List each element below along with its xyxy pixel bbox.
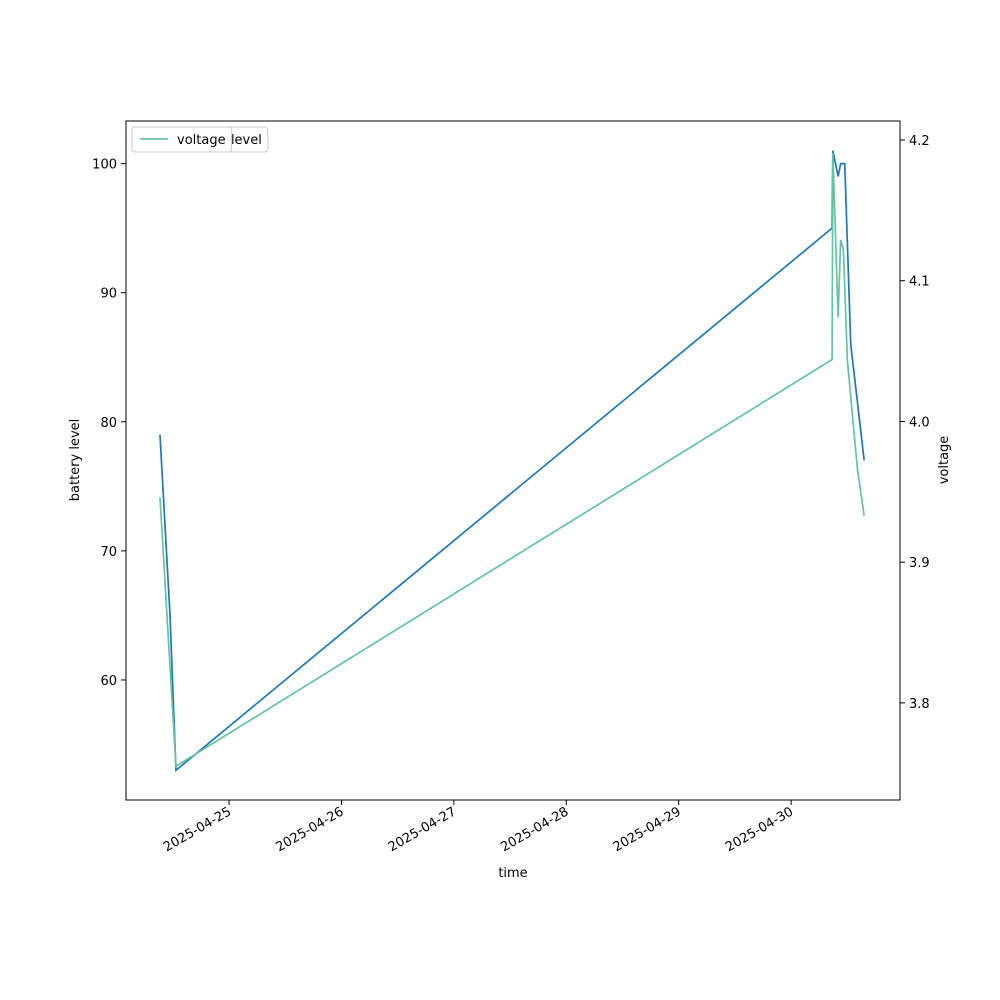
y-tick-label: 100: [92, 158, 117, 173]
y2-tick-label: 4.1: [909, 275, 930, 290]
x-tick-label: 2025-04-28: [498, 804, 571, 855]
x-tick-label: 2025-04-25: [161, 804, 234, 855]
y2-tick-label: 4.0: [909, 415, 930, 430]
y2-tick-label: 4.2: [909, 134, 930, 149]
series-line: [159, 152, 866, 768]
y-tick-label: 80: [100, 416, 117, 431]
y-tick-label: 90: [100, 287, 117, 302]
legend: voltage: [131, 126, 233, 153]
y2-tick-label: 3.9: [909, 556, 930, 571]
x-tick-label: 2025-04-29: [611, 804, 684, 855]
plot-frame: [125, 120, 901, 801]
x-tick-label: 2025-04-30: [723, 804, 796, 855]
y2-tick-label: 3.8: [909, 697, 930, 712]
legend-label: voltage: [177, 133, 226, 148]
x-tick-label: 2025-04-27: [386, 804, 459, 855]
series-line: [159, 150, 866, 773]
y2-axis-label: voltage: [937, 436, 952, 485]
y-axis-label: battery level: [68, 419, 83, 502]
x-axis-label: time: [498, 866, 527, 881]
x-tick-label: 2025-04-26: [274, 804, 347, 855]
y-tick-label: 60: [100, 674, 117, 689]
y-tick-label: 70: [100, 545, 117, 560]
legend-box: [131, 126, 233, 153]
